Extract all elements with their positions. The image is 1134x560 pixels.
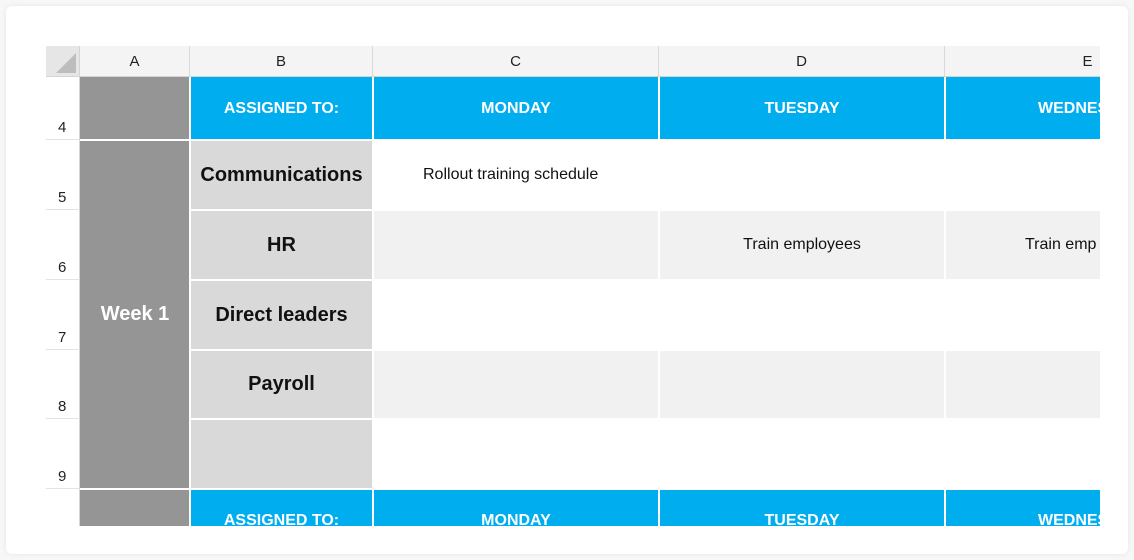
grid-line: [658, 77, 660, 526]
spreadsheet-grid: A B C D E 4 5 6 7 8 9 ASSIGNED TO: MONDA…: [46, 46, 1100, 526]
row-header-5[interactable]: 5: [46, 140, 80, 210]
row-number: 4: [58, 119, 67, 136]
task-payroll-wednesday[interactable]: [945, 350, 1100, 419]
task-row9-wednesday[interactable]: [945, 419, 1100, 489]
grid-line: [80, 488, 1100, 490]
grid-line: [189, 77, 191, 526]
task-leaders-monday[interactable]: [373, 280, 659, 350]
dept-hr[interactable]: HR: [190, 210, 373, 280]
wednesday-header-2[interactable]: WEDNES: [945, 489, 1100, 526]
task-hr-monday[interactable]: [373, 210, 659, 280]
row-number: 7: [58, 329, 67, 346]
grid-line: [372, 77, 374, 526]
grid-line: [190, 209, 1100, 211]
select-all-button[interactable]: [46, 46, 80, 77]
tuesday-header[interactable]: TUESDAY: [659, 77, 945, 140]
grid-line: [80, 139, 1100, 141]
dept-direct-leaders[interactable]: Direct leaders: [190, 280, 373, 350]
row-number: 6: [58, 259, 67, 276]
row-number: 5: [58, 189, 67, 206]
task-hr-wednesday[interactable]: Train emp: [945, 210, 1100, 280]
column-header-e[interactable]: E: [945, 46, 1100, 77]
grid-line: [190, 279, 1100, 281]
week-label-cell[interactable]: Week 1: [80, 140, 190, 489]
grid-line: [190, 349, 1100, 351]
wednesday-header[interactable]: WEDNES: [945, 77, 1100, 140]
row-header-7[interactable]: 7: [46, 280, 80, 350]
monday-header-2[interactable]: MONDAY: [373, 489, 659, 526]
task-payroll-monday[interactable]: [373, 350, 659, 419]
monday-header[interactable]: MONDAY: [373, 77, 659, 140]
row-header-9[interactable]: 9: [46, 419, 80, 489]
grid-line: [190, 418, 1100, 420]
task-leaders-wednesday[interactable]: [945, 280, 1100, 350]
column-header-d[interactable]: D: [659, 46, 945, 77]
grid-line: [944, 77, 946, 526]
column-header-a[interactable]: A: [80, 46, 190, 77]
task-row9-tuesday[interactable]: [659, 419, 945, 489]
task-communications-monday[interactable]: Rollout training schedule: [373, 140, 659, 210]
dept-communications[interactable]: Communications: [190, 140, 373, 210]
row-number: 8: [58, 398, 67, 415]
dept-empty[interactable]: [190, 419, 373, 489]
task-communications-tuesday[interactable]: [659, 140, 945, 210]
task-leaders-tuesday[interactable]: [659, 280, 945, 350]
row-header-10[interactable]: [46, 489, 80, 526]
spreadsheet-card: A B C D E 4 5 6 7 8 9 ASSIGNED TO: MONDA…: [6, 6, 1128, 554]
column-header-b[interactable]: B: [190, 46, 373, 77]
cell-a10[interactable]: [80, 489, 190, 526]
cell-a4[interactable]: [80, 77, 190, 140]
task-payroll-tuesday[interactable]: [659, 350, 945, 419]
row-number: 9: [58, 468, 67, 485]
column-header-c[interactable]: C: [373, 46, 659, 77]
row-header-4[interactable]: 4: [46, 77, 80, 140]
assigned-to-header[interactable]: ASSIGNED TO:: [190, 77, 373, 140]
assigned-to-header-2[interactable]: ASSIGNED TO:: [190, 489, 373, 526]
tuesday-header-2[interactable]: TUESDAY: [659, 489, 945, 526]
row-header-6[interactable]: 6: [46, 210, 80, 280]
task-hr-tuesday[interactable]: Train employees: [659, 210, 945, 280]
row-header-8[interactable]: 8: [46, 350, 80, 419]
task-communications-wednesday[interactable]: [945, 140, 1100, 210]
task-row9-monday[interactable]: [373, 419, 659, 489]
dept-payroll[interactable]: Payroll: [190, 350, 373, 419]
